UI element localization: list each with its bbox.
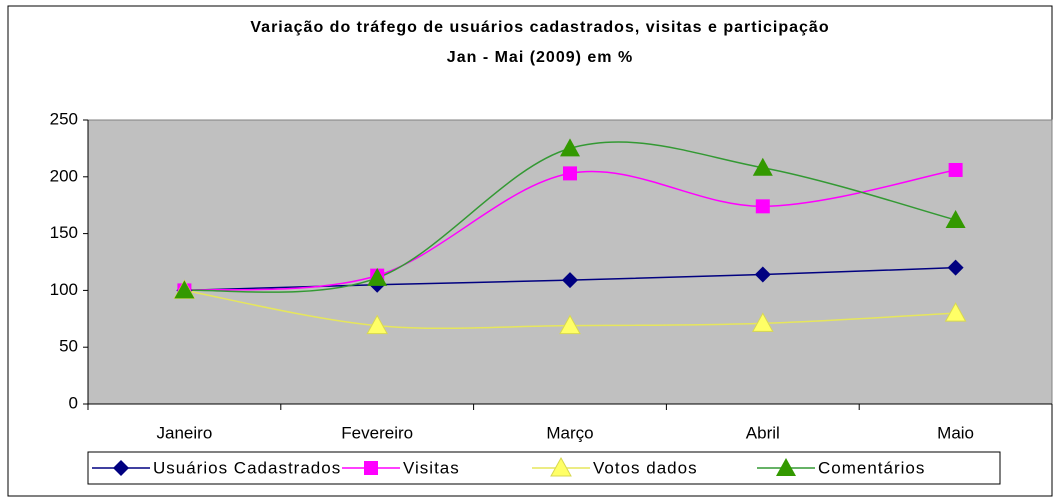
x-tick-label: Abril: [746, 423, 780, 442]
x-tick-label: Fevereiro: [341, 423, 413, 442]
legend-marker: [364, 461, 378, 475]
legend-label: Visitas: [403, 458, 460, 477]
legend-label: Usuários Cadastrados: [153, 458, 341, 477]
legend-label: Votos dados: [593, 458, 698, 477]
data-point: [174, 280, 195, 299]
data-point: [562, 272, 578, 289]
legend-marker: [550, 456, 572, 477]
y-tick-label: 250: [50, 109, 78, 128]
x-tick-label: Maio: [937, 423, 974, 442]
data-point: [944, 302, 967, 322]
chart-subtitle: Jan - Mai (2009) em %: [447, 49, 633, 66]
legend-label: Comentários: [818, 458, 925, 477]
data-point: [367, 267, 388, 286]
x-tick-label: Janeiro: [157, 423, 213, 442]
data-point: [754, 266, 771, 283]
data-point: [563, 166, 577, 181]
y-tick-label: 150: [50, 223, 78, 242]
data-point: [945, 209, 966, 228]
x-tick-label: Março: [546, 423, 593, 442]
y-tick-label: 50: [59, 337, 78, 356]
data-point: [559, 314, 581, 335]
legend-marker: [113, 460, 129, 476]
chart-title: Variação do tráfego de usuários cadastra…: [250, 19, 829, 36]
plot-area: [87, 119, 1053, 405]
data-point: [947, 259, 964, 276]
data-point: [560, 138, 580, 157]
data-point: [752, 157, 773, 176]
data-point: [755, 199, 770, 214]
data-point: [366, 314, 389, 335]
y-tick-label: 0: [69, 393, 78, 412]
legend-marker: [776, 458, 796, 476]
y-tick-label: 100: [50, 280, 78, 299]
data-point: [751, 312, 774, 332]
data-point: [948, 162, 963, 177]
y-tick-label: 200: [50, 166, 78, 185]
